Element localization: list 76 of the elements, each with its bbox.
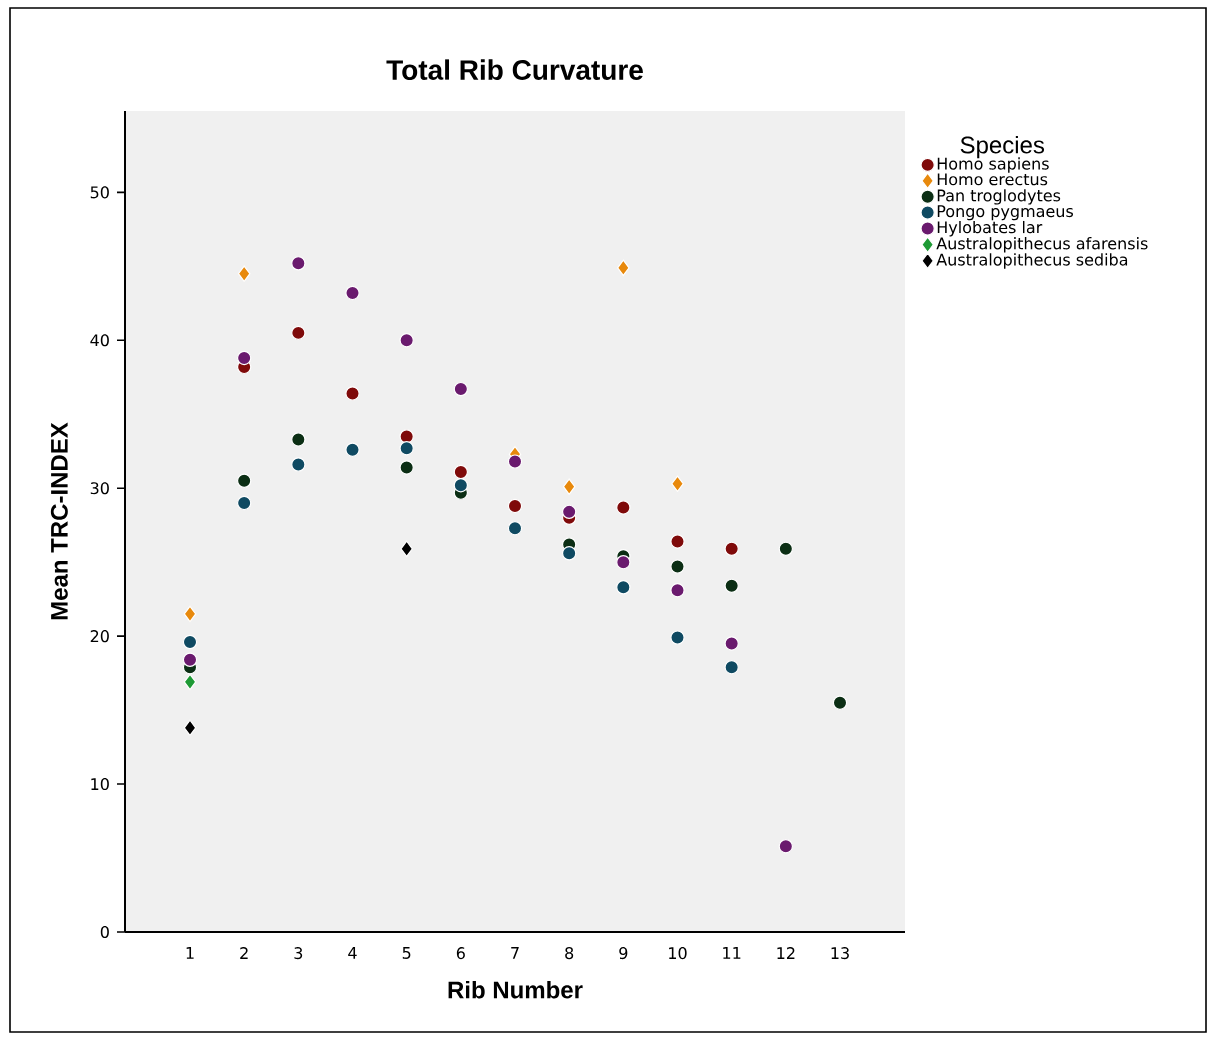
- legend-label: Australopithecus afarensis: [936, 237, 1148, 253]
- point: [670, 534, 685, 549]
- x-tick-label: 4: [348, 947, 357, 959]
- point: [291, 256, 306, 271]
- point: [561, 504, 577, 520]
- point: [724, 659, 739, 675]
- x-tick-label: 2: [240, 947, 248, 959]
- x-tick-label: 11: [723, 947, 741, 959]
- point: [183, 605, 197, 623]
- point: [670, 630, 685, 645]
- x-tick-label: 1: [186, 947, 194, 959]
- x-tick-label: 8: [565, 947, 574, 960]
- point: [671, 475, 684, 492]
- y-axis-title: Mean TRC-INDEX: [50, 422, 68, 620]
- y-tick-label: 40: [90, 334, 109, 347]
- legend-label: Homo sapiens: [937, 157, 1049, 173]
- point: [453, 464, 469, 480]
- x-tick-label: 13: [831, 947, 849, 960]
- y-tick-label: 50: [90, 186, 109, 199]
- x-axis-title: Rib Number: [448, 980, 583, 999]
- point: [670, 559, 685, 574]
- point: [453, 478, 469, 493]
- point: [453, 381, 469, 397]
- point: [507, 498, 523, 514]
- point: [183, 719, 197, 737]
- point: [399, 429, 414, 444]
- y-tick-label: 0: [100, 925, 109, 939]
- point: [291, 457, 306, 472]
- chart-title: Total Rib Curvature: [386, 59, 643, 80]
- point: [236, 350, 252, 366]
- legend-title: Species: [960, 135, 1045, 159]
- legend-label: Pongo pygmaeus: [937, 205, 1074, 221]
- point: [562, 478, 576, 495]
- point: [345, 386, 360, 401]
- point: [507, 454, 523, 469]
- x-tick-label: 5: [402, 947, 411, 959]
- legend-label: Australopithecus sediba: [936, 253, 1128, 269]
- point: [832, 695, 848, 710]
- y-tick-label: 30: [90, 482, 109, 495]
- point: [616, 500, 631, 515]
- point: [182, 634, 198, 650]
- point: [291, 432, 306, 447]
- legend-label: Pan troglodytes: [937, 189, 1061, 205]
- legend-label: Homo erectus: [937, 173, 1048, 186]
- point: [236, 495, 252, 511]
- y-tick-label: 20: [90, 630, 109, 643]
- point: [507, 520, 523, 536]
- point: [561, 546, 577, 561]
- point: [670, 583, 685, 598]
- x-tick-label: 6: [456, 947, 465, 960]
- x-tick-label: 10: [669, 947, 687, 960]
- point: [291, 325, 306, 341]
- point: [183, 673, 197, 691]
- point: [617, 259, 630, 276]
- point: [724, 578, 739, 594]
- x-tick-label: 3: [294, 947, 303, 960]
- point: [399, 333, 414, 348]
- point: [400, 540, 413, 558]
- point: [778, 541, 794, 557]
- point: [236, 473, 252, 489]
- x-tick-label: 9: [619, 947, 628, 960]
- point: [724, 636, 739, 651]
- point: [616, 580, 631, 595]
- point: [616, 554, 631, 570]
- point: [237, 265, 251, 282]
- legend-label: Hylobates lar: [937, 220, 1043, 237]
- point: [399, 460, 414, 475]
- point: [399, 441, 414, 456]
- x-tick-label: 7: [511, 947, 519, 959]
- point: [724, 541, 739, 557]
- point: [778, 838, 794, 854]
- y-tick-label: 10: [91, 777, 109, 791]
- x-tick-label: 12: [777, 947, 795, 959]
- point: [345, 442, 360, 457]
- point: [182, 652, 198, 667]
- point: [345, 285, 360, 301]
